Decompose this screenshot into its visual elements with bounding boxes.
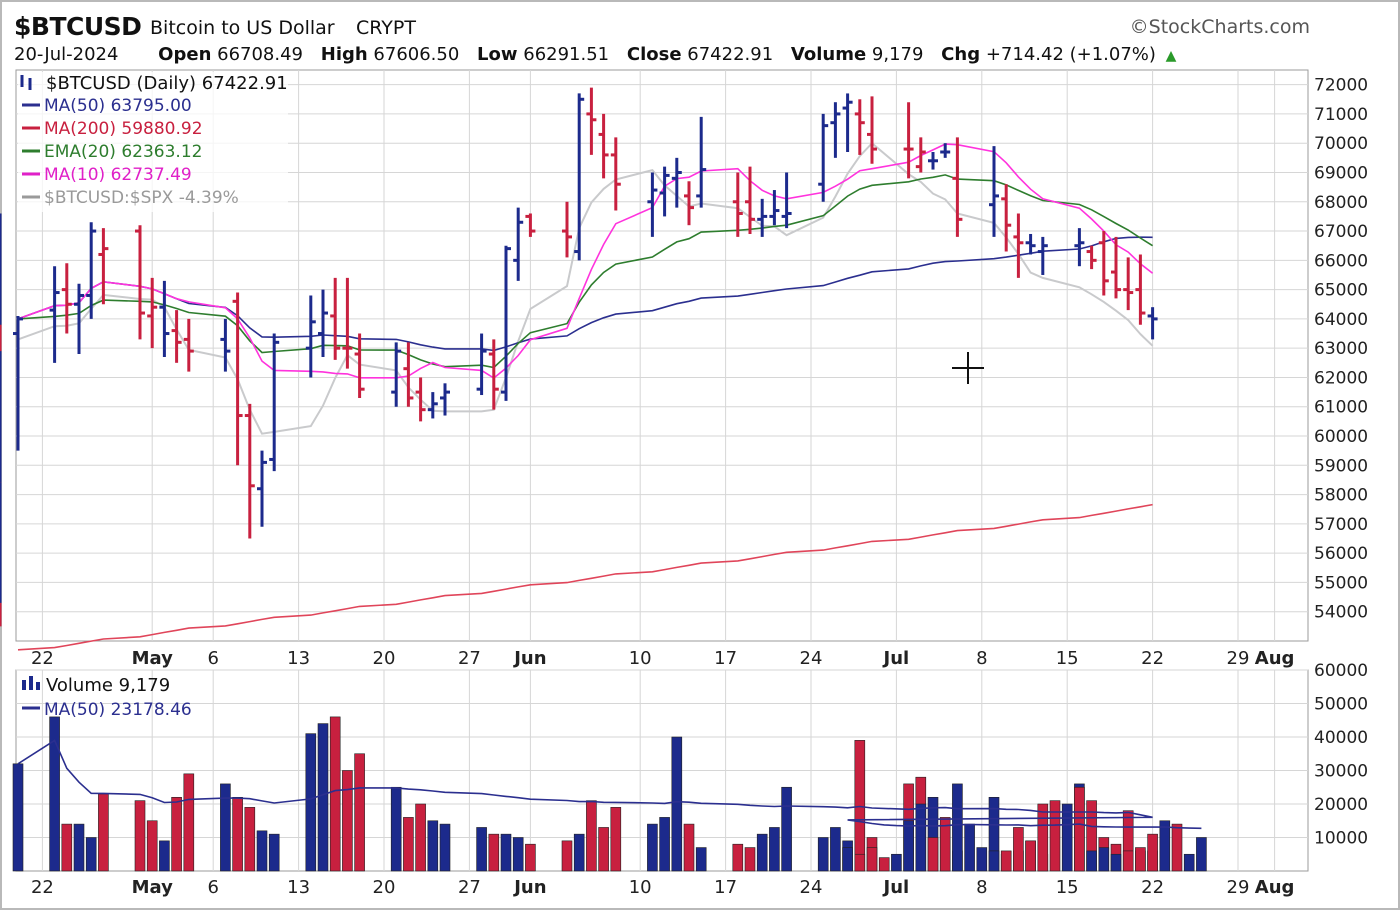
open-value: 66708.49 <box>217 44 304 65</box>
high-label: High <box>320 44 368 65</box>
open-label: Open <box>158 44 212 65</box>
close-value: 67422.91 <box>687 44 774 65</box>
symbol: $BTCUSD <box>14 12 142 41</box>
volume-label: Volume <box>790 44 867 65</box>
low-label: Low <box>477 44 518 65</box>
close-label: Close <box>626 44 682 65</box>
brand-label[interactable]: ©StockCharts.com <box>1129 16 1310 38</box>
high-value: 67606.50 <box>373 44 460 65</box>
date-label: 20-Jul-2024 <box>14 44 119 65</box>
low-value: 66291.51 <box>523 44 610 65</box>
chg-label: Chg <box>941 44 981 65</box>
volume-value: 9,179 <box>871 44 924 65</box>
instrument-name: Bitcoin to US Dollar <box>150 17 335 39</box>
up-arrow-icon: ▲ <box>1165 48 1177 64</box>
ohlc-bar: 20-Jul-2024 Open 66708.49 High 67606.50 … <box>14 44 1176 65</box>
chg-value: +714.42 (+1.07%) <box>985 44 1156 65</box>
exchange: CRYPT <box>356 17 416 39</box>
